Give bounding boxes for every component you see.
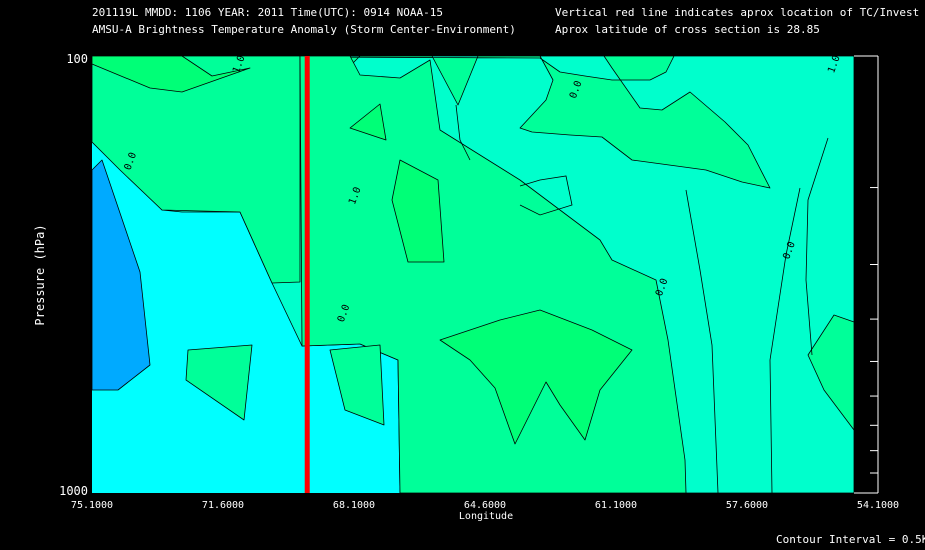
warmest-strip-top bbox=[91, 55, 251, 93]
x-tick-labels: 75.1000 71.6000 68.1000 64.6000 61.1000 57.60… bbox=[71, 500, 899, 511]
header-line-2: AMSU-A Brightness Temperature Anomaly (S… bbox=[92, 23, 516, 36]
header-line-4: Aprox latitude of cross section is 28.85 bbox=[555, 23, 820, 36]
contour-line-2 bbox=[769, 187, 801, 494]
contour-line-1 bbox=[685, 189, 719, 494]
pressure-minor-ticks bbox=[870, 187, 878, 474]
x-tick-label-3: 68.1000 bbox=[333, 500, 375, 511]
y-tick-label-top: 100 bbox=[66, 52, 88, 66]
warm-blob-central bbox=[329, 344, 385, 426]
warm-blob-west bbox=[185, 344, 253, 421]
warmest-blob-north bbox=[391, 159, 445, 263]
contour-line-4 bbox=[519, 175, 573, 216]
contour-line-5 bbox=[455, 104, 471, 161]
x-tick-label-4: 64.6000 bbox=[464, 500, 506, 511]
y-axis-label: Pressure (hPa) bbox=[33, 224, 47, 325]
x-tick-label-6: 57.6000 bbox=[726, 500, 768, 511]
y-tick-label-bottom: 1000 bbox=[59, 484, 88, 498]
header-line-1: 201119L MMDD: 1106 YEAR: 2011 Time(UTC):… bbox=[92, 6, 443, 19]
contour-line-3 bbox=[805, 137, 829, 356]
warm-region-west bbox=[91, 55, 301, 284]
x-tick-label-2: 71.6000 bbox=[202, 500, 244, 511]
warmest-blob-lower bbox=[439, 309, 633, 445]
contour-lines bbox=[455, 104, 829, 494]
x-tick-label-5: 61.1000 bbox=[595, 500, 637, 511]
x-tick-label-1: 75.1000 bbox=[71, 500, 113, 511]
contour-interval-label: Contour Interval = 0.5K bbox=[776, 533, 925, 546]
axes: 100 1000 Pressure (hPa) 75.1000 71.6000 68… bbox=[33, 52, 899, 522]
warmest-blob-small bbox=[349, 103, 387, 141]
warm-region-upper bbox=[91, 55, 771, 189]
warm-blob-east bbox=[807, 314, 855, 431]
header-line-3: Vertical red line indicates aprox locati… bbox=[555, 6, 920, 19]
x-tick-label-7: 54.1000 bbox=[857, 500, 899, 511]
plot-area: 1.00.01.00.00.00.00.01.0 bbox=[91, 54, 855, 494]
x-axis-label: Longitude bbox=[459, 511, 513, 522]
cold-pocket-west bbox=[91, 159, 151, 391]
contour-fills bbox=[91, 55, 855, 494]
